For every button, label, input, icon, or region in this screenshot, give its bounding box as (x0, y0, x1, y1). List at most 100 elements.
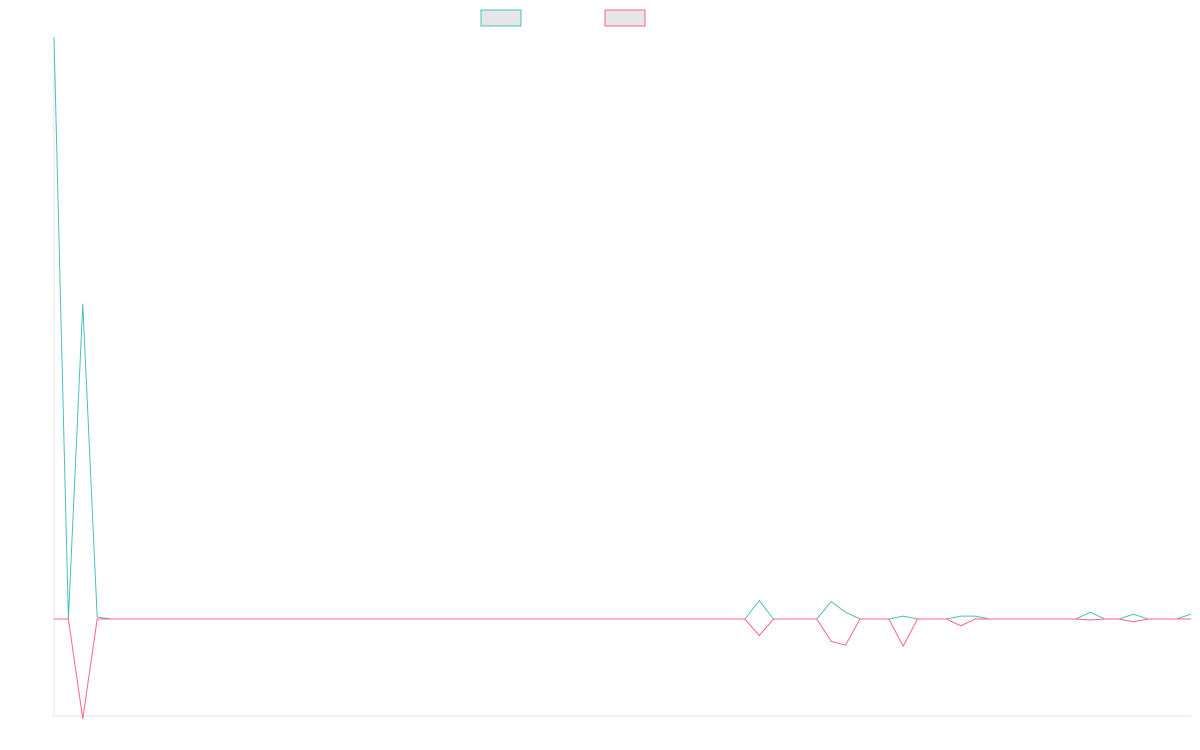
data-point[interactable] (871, 616, 877, 622)
data-point[interactable] (569, 616, 575, 622)
legend-swatch[interactable] (480, 9, 522, 27)
data-point[interactable] (1044, 616, 1050, 622)
data-point[interactable] (1015, 616, 1021, 622)
data-point[interactable] (80, 301, 86, 307)
data-point[interactable] (684, 616, 690, 622)
data-point[interactable] (1087, 609, 1093, 615)
data-point[interactable] (814, 616, 820, 622)
data-point[interactable] (900, 643, 906, 649)
data-point[interactable] (1087, 617, 1093, 623)
data-point[interactable] (80, 716, 86, 722)
data-point[interactable] (598, 616, 604, 622)
data-point[interactable] (670, 616, 676, 622)
series-2-line (54, 618, 1191, 719)
series-1-line (53, 36, 1192, 620)
data-point[interactable] (1174, 616, 1180, 622)
data-point[interactable] (771, 616, 777, 622)
data-point[interactable] (51, 616, 57, 622)
data-point[interactable] (368, 616, 374, 622)
data-point[interactable] (65, 616, 71, 622)
data-point[interactable] (1001, 616, 1007, 622)
series-1-points (51, 34, 1194, 622)
data-point[interactable] (166, 616, 172, 622)
data-point[interactable] (267, 616, 273, 622)
data-point[interactable] (1030, 616, 1036, 622)
series-lines (51, 34, 1194, 722)
data-point[interactable] (699, 616, 705, 622)
data-point[interactable] (109, 616, 115, 622)
data-point[interactable] (454, 616, 460, 622)
data-point[interactable] (943, 616, 949, 622)
data-point[interactable] (843, 609, 849, 615)
data-point[interactable] (886, 616, 892, 622)
data-point[interactable] (785, 616, 791, 622)
data-point[interactable] (51, 34, 57, 40)
data-point[interactable] (972, 616, 978, 622)
data-point[interactable] (152, 616, 158, 622)
data-point[interactable] (483, 616, 489, 622)
data-point[interactable] (238, 616, 244, 622)
data-point[interactable] (1188, 616, 1194, 622)
data-point[interactable] (468, 616, 474, 622)
data-point[interactable] (641, 616, 647, 622)
data-point[interactable] (929, 616, 935, 622)
data-point[interactable] (209, 616, 215, 622)
data-point[interactable] (655, 616, 661, 622)
data-point[interactable] (1116, 616, 1122, 622)
data-point[interactable] (1159, 616, 1165, 622)
data-point[interactable] (987, 616, 993, 622)
data-point[interactable] (958, 613, 964, 619)
data-point[interactable] (411, 616, 417, 622)
data-point[interactable] (526, 616, 532, 622)
data-point[interactable] (1073, 616, 1079, 622)
data-point[interactable] (512, 616, 518, 622)
legend-item[interactable] (604, 9, 646, 27)
data-point[interactable] (843, 642, 849, 648)
data-point[interactable] (828, 599, 834, 605)
data-point[interactable] (353, 616, 359, 622)
data-point[interactable] (1058, 616, 1064, 622)
data-point[interactable] (627, 616, 633, 622)
data-point[interactable] (900, 613, 906, 619)
data-point[interactable] (958, 623, 964, 629)
data-point[interactable] (339, 616, 345, 622)
data-point[interactable] (1145, 616, 1151, 622)
data-point[interactable] (584, 616, 590, 622)
data-point[interactable] (252, 616, 258, 622)
data-point[interactable] (324, 616, 330, 622)
data-point[interactable] (281, 616, 287, 622)
data-point[interactable] (1130, 611, 1136, 617)
data-point[interactable] (756, 632, 762, 638)
data-point[interactable] (425, 616, 431, 622)
legend-swatch[interactable] (604, 9, 646, 27)
data-point[interactable] (497, 616, 503, 622)
data-point[interactable] (195, 616, 201, 622)
data-point[interactable] (396, 616, 402, 622)
data-point[interactable] (713, 616, 719, 622)
data-point[interactable] (382, 616, 388, 622)
data-point[interactable] (799, 616, 805, 622)
data-point[interactable] (137, 616, 143, 622)
data-point[interactable] (1102, 616, 1108, 622)
data-point[interactable] (440, 616, 446, 622)
data-point[interactable] (224, 616, 230, 622)
series-2-points (51, 616, 1194, 722)
data-point[interactable] (1130, 619, 1136, 625)
data-point[interactable] (555, 616, 561, 622)
data-point[interactable] (857, 616, 863, 622)
data-point[interactable] (310, 616, 316, 622)
data-point[interactable] (915, 616, 921, 622)
chart-legend (480, 9, 646, 27)
data-point[interactable] (727, 616, 733, 622)
data-point[interactable] (296, 616, 302, 622)
data-point[interactable] (828, 638, 834, 644)
data-point[interactable] (123, 616, 129, 622)
data-point[interactable] (540, 616, 546, 622)
data-point[interactable] (742, 616, 748, 622)
data-point[interactable] (94, 616, 100, 622)
data-point[interactable] (612, 616, 618, 622)
legend-item[interactable] (480, 9, 522, 27)
data-point[interactable] (756, 598, 762, 604)
data-point[interactable] (181, 616, 187, 622)
